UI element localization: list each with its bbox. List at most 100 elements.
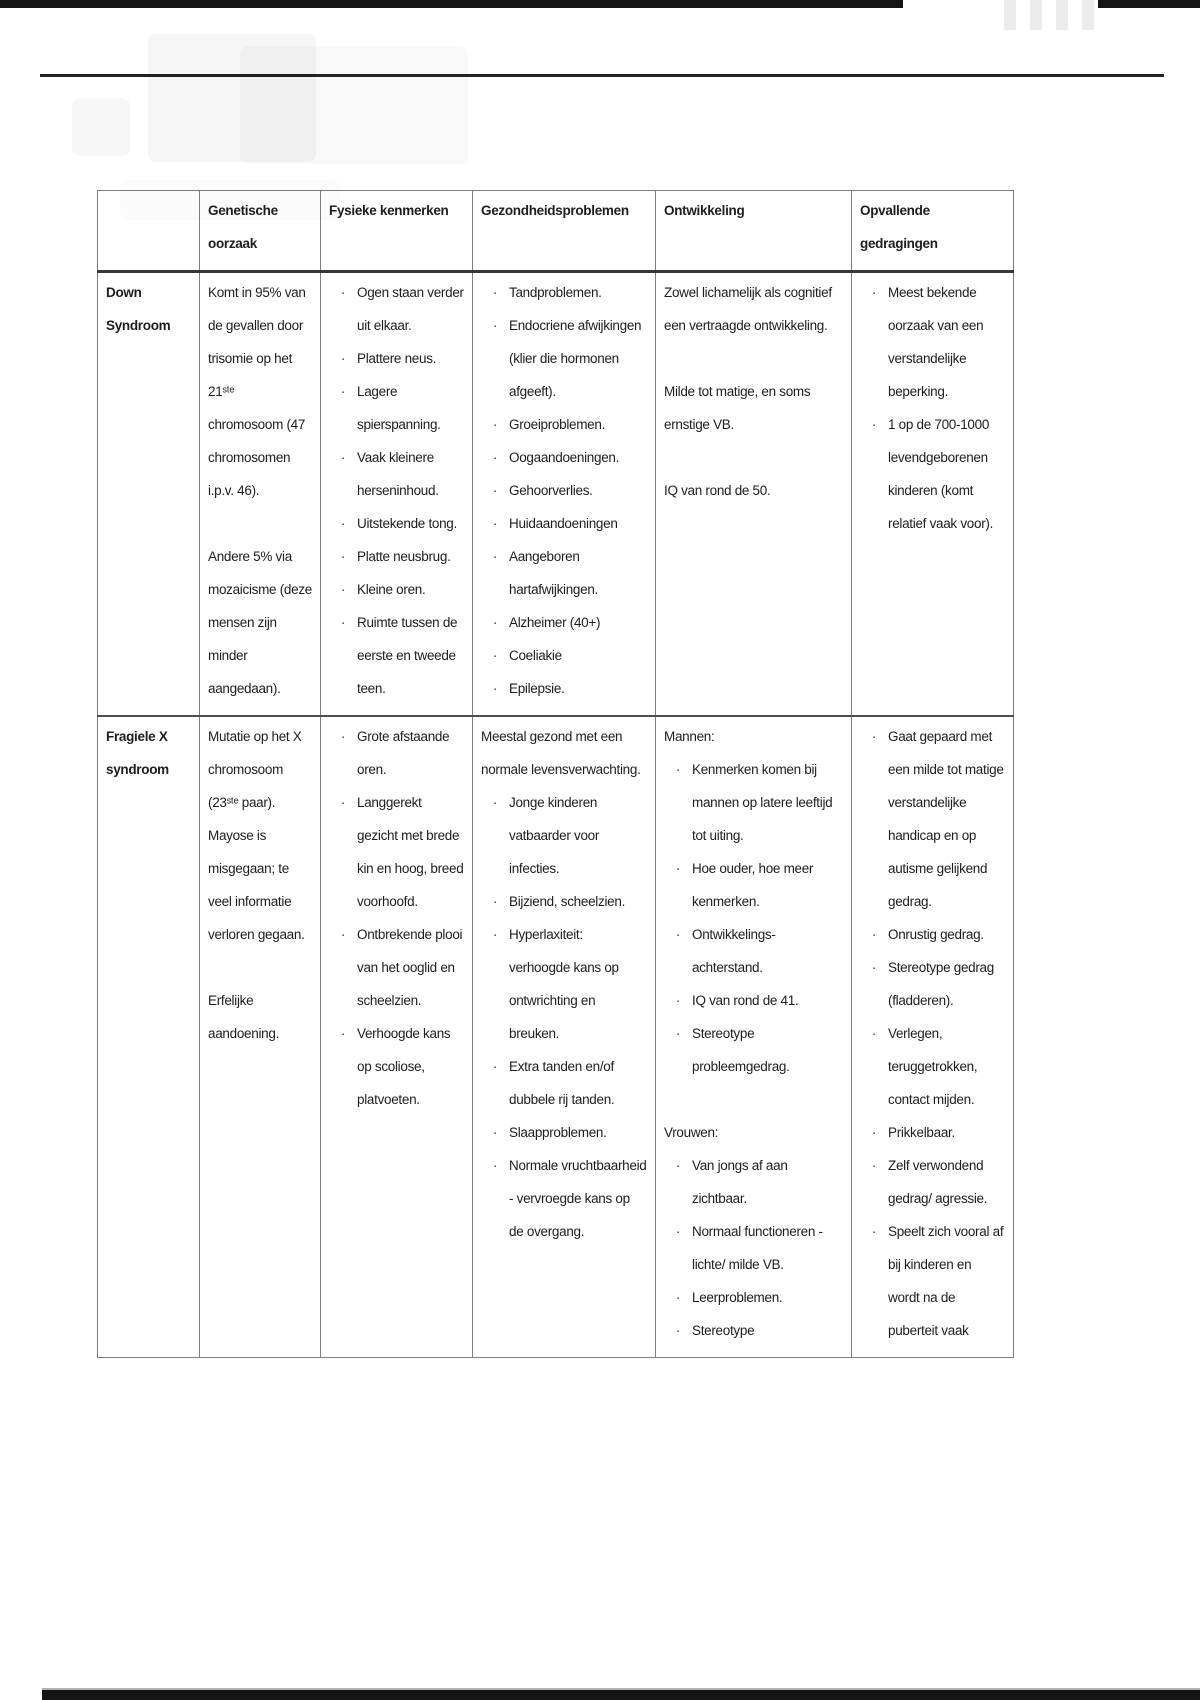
- bullet-icon: ·: [871, 285, 877, 300]
- bullet-item: · Tandproblemen.: [481, 276, 647, 309]
- bullet-text: Grote afstaande oren.: [357, 729, 450, 777]
- bullet-text: Prikkelbaar.: [888, 1125, 955, 1140]
- bullet-item: · Prikkelbaar.: [860, 1116, 1005, 1149]
- spacer: [208, 951, 312, 984]
- bullet-icon: ·: [675, 1026, 681, 1041]
- bullet-text: Zelf verwondend gedrag/ agressie.: [888, 1158, 988, 1206]
- bullet-text: Normale vruchtbaarheid - vervroegde kans…: [509, 1158, 647, 1239]
- bullet-text: Coeliakie: [509, 648, 562, 663]
- bullet-icon: ·: [675, 1158, 681, 1173]
- bullet-icon: ·: [871, 1224, 877, 1239]
- bullet-icon: ·: [340, 582, 346, 597]
- bullet-text: Leerproblemen.: [692, 1290, 783, 1305]
- bullet-icon: ·: [340, 351, 346, 366]
- row-header: Fragiele X syndroom: [97, 715, 200, 1358]
- bullet-icon: ·: [871, 417, 877, 432]
- bullet-text: IQ van rond de 41.: [692, 993, 799, 1008]
- bullet-item: · Verhoogde kans op scoliose, platvoeten.: [329, 1017, 464, 1116]
- top-scan-stripes: [1004, 0, 1094, 30]
- bullet-icon: ·: [492, 615, 498, 630]
- bullet-item: · Gaat gepaard met een milde tot matige v…: [860, 720, 1005, 918]
- bullet-text: Epilepsie.: [509, 681, 565, 696]
- paragraph: Komt in 95% van de gevallen door trisomi…: [208, 285, 306, 498]
- bullet-item: · Plattere neus.: [329, 342, 464, 375]
- bullet-text: Langgerekt gezicht met brede kin en hoog…: [357, 795, 464, 909]
- table-cell: · Meest bekende oorzaak van een verstande…: [851, 271, 1014, 717]
- bullet-item: · IQ van rond de 41.: [664, 984, 843, 1017]
- bullet-icon: ·: [675, 861, 681, 876]
- top-scan-bar-right: [1098, 0, 1200, 8]
- bullet-icon: ·: [340, 615, 346, 630]
- bullet-text: Gaat gepaard met een milde tot matige ve…: [888, 729, 1004, 909]
- bullet-item: · Langgerekt gezicht met brede kin en hoo…: [329, 786, 464, 918]
- bullet-text: Verlegen, teruggetrokken, contact mijden…: [888, 1026, 978, 1107]
- bullet-text: Onrustig gedrag.: [888, 927, 984, 942]
- bullet-icon: ·: [492, 483, 498, 498]
- bullet-icon: ·: [492, 681, 498, 696]
- scan-stripe: [1082, 0, 1094, 30]
- bottom-scan-bar: [42, 1690, 1200, 1700]
- bullet-item: · Slaapproblemen.: [481, 1116, 647, 1149]
- bullet-text: Jonge kinderen vatbaarder voor infecties…: [509, 795, 600, 876]
- paragraph: Zowel lichamelijk als cognitief een vert…: [664, 285, 832, 333]
- bullet-item: · Grote afstaande oren.: [329, 720, 464, 786]
- paragraph: Meestal gezond met een normale levensver…: [481, 729, 641, 777]
- bullet-icon: ·: [340, 1026, 346, 1041]
- bullet-icon: ·: [675, 993, 681, 1008]
- bullet-item: · Endocriene afwijkingen (klier die hormo…: [481, 309, 647, 408]
- table-cell: Zowel lichamelijk als cognitief een vert…: [655, 271, 852, 717]
- bullet-text: Kenmerken komen bij mannen op latere lee…: [692, 762, 833, 843]
- bullet-icon: ·: [340, 450, 346, 465]
- bullet-icon: ·: [492, 1158, 498, 1173]
- bullet-item: · Ontbrekende plooi van het ooglid en sch…: [329, 918, 464, 1017]
- bullet-text: Hoe ouder, hoe meer kenmerken.: [692, 861, 814, 909]
- table-cell: · Gaat gepaard met een milde tot matige v…: [851, 715, 1014, 1358]
- table-cell: · Tandproblemen. · Endocriene afwijkingen (…: [472, 271, 656, 717]
- table-row: Fragiele X syndroom Mutatie op het X chro…: [97, 715, 1014, 1358]
- bullet-text: Meest bekende oorzaak van een verstandel…: [888, 285, 984, 399]
- bullet-item: · Ogen staan verder uit elkaar.: [329, 276, 464, 342]
- bullet-icon: ·: [675, 1323, 681, 1338]
- bullet-icon: ·: [492, 417, 498, 432]
- bullet-item: · 1 op de 700-1000 levendgeborenen kinder…: [860, 408, 1005, 540]
- paragraph: Erfelijke aandoening.: [208, 993, 280, 1041]
- bottom-rule: [42, 1688, 1200, 1690]
- column-header: Ontwikkeling: [655, 190, 852, 273]
- bullet-item: · Aangeboren hartafwijkingen.: [481, 540, 647, 606]
- bullet-icon: ·: [871, 960, 877, 975]
- bullet-text: Ontwikkelings-achterstand.: [692, 927, 776, 975]
- bullet-icon: ·: [340, 927, 346, 942]
- bullet-text: 1 op de 700-1000 levendgeborenen kindere…: [888, 417, 994, 531]
- bullet-icon: ·: [492, 318, 498, 333]
- bullet-item: · Kenmerken komen bij mannen op latere le…: [664, 753, 843, 852]
- bullet-item: · Stereotype probleemgedrag.: [664, 1017, 843, 1083]
- scan-artifact: [240, 46, 468, 164]
- bullet-text: Groeiproblemen.: [509, 417, 606, 432]
- bullet-text: Endocriene afwijkingen (klier die hormon…: [509, 318, 642, 399]
- paragraph: Andere 5% via mozaicisme (deze mensen zi…: [208, 549, 312, 696]
- bullet-item: · Stereotype: [664, 1314, 843, 1347]
- bullet-text: Ontbrekende plooi van het ooglid en sche…: [357, 927, 463, 1008]
- bullet-text: Tandproblemen.: [509, 285, 602, 300]
- bullet-text: Uitstekende tong.: [357, 516, 457, 531]
- bullet-text: Gehoorverlies.: [509, 483, 593, 498]
- table-cell: Mannen: · Kenmerken komen bij mannen op la…: [655, 715, 852, 1358]
- bullet-icon: ·: [492, 648, 498, 663]
- bullet-icon: ·: [492, 285, 498, 300]
- bullet-item: · Verlegen, teruggetrokken, contact mijde…: [860, 1017, 1005, 1116]
- bullet-text: Stereotype: [692, 1323, 755, 1338]
- bullet-item: · Van jongs af aan zichtbaar.: [664, 1149, 843, 1215]
- bullet-item: · Uitstekende tong.: [329, 507, 464, 540]
- bullet-icon: ·: [492, 549, 498, 564]
- spacer: [664, 1083, 843, 1116]
- bullet-text: Slaapproblemen.: [509, 1125, 607, 1140]
- bullet-icon: ·: [675, 1224, 681, 1239]
- bullet-icon: ·: [492, 1059, 498, 1074]
- paragraph: IQ van rond de 50.: [664, 483, 771, 498]
- top-scan-bar-left: [0, 0, 903, 8]
- corner-cell: [97, 190, 200, 273]
- row-header: Down Syndroom: [97, 271, 200, 717]
- bullet-icon: ·: [340, 285, 346, 300]
- bullet-item: · Stereotype gedrag (fladderen).: [860, 951, 1005, 1017]
- bullet-text: Huidaandoeningen: [509, 516, 618, 531]
